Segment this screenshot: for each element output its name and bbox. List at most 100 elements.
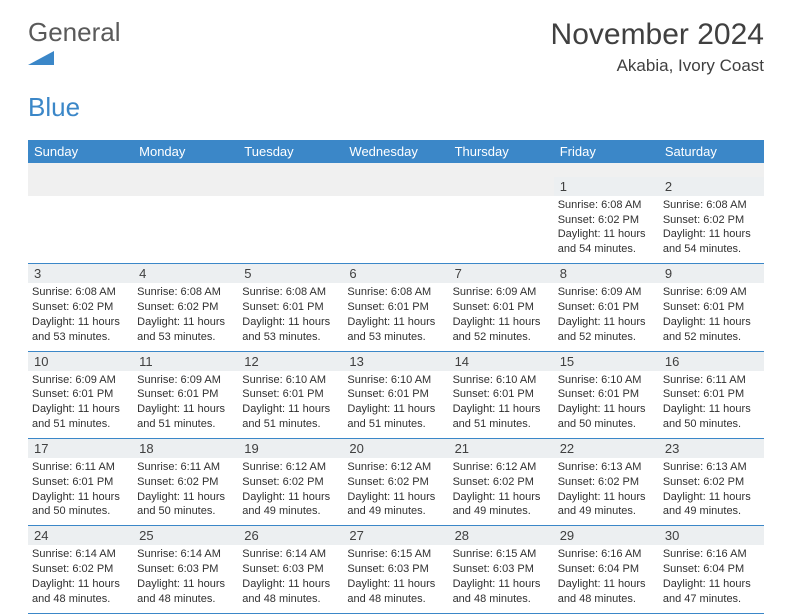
sunset-text: Sunset: 6:01 PM	[453, 387, 550, 402]
col-friday: Friday	[554, 140, 659, 163]
day-number: 6	[343, 264, 448, 284]
daylight-text: Daylight: 11 hours and 54 minutes.	[558, 227, 655, 257]
daylight-text: Daylight: 11 hours and 48 minutes.	[453, 577, 550, 607]
week-row: Sunrise: 6:08 AMSunset: 6:02 PMDaylight:…	[28, 283, 764, 351]
day-cell: Sunrise: 6:14 AMSunset: 6:03 PMDaylight:…	[238, 545, 343, 613]
location: Akabia, Ivory Coast	[551, 56, 764, 76]
day-cell: Sunrise: 6:12 AMSunset: 6:02 PMDaylight:…	[238, 458, 343, 526]
day-cell: Sunrise: 6:10 AMSunset: 6:01 PMDaylight:…	[238, 371, 343, 439]
daylight-text: Daylight: 11 hours and 49 minutes.	[453, 490, 550, 520]
day-number	[238, 177, 343, 196]
sunset-text: Sunset: 6:02 PM	[137, 475, 234, 490]
sunrise-text: Sunrise: 6:08 AM	[242, 285, 339, 300]
sunset-text: Sunset: 6:04 PM	[663, 562, 760, 577]
sunrise-text: Sunrise: 6:08 AM	[347, 285, 444, 300]
daylight-text: Daylight: 11 hours and 51 minutes.	[453, 402, 550, 432]
day-cell: Sunrise: 6:10 AMSunset: 6:01 PMDaylight:…	[449, 371, 554, 439]
day-cell: Sunrise: 6:08 AMSunset: 6:02 PMDaylight:…	[554, 196, 659, 264]
sunset-text: Sunset: 6:01 PM	[32, 475, 129, 490]
day-cell: Sunrise: 6:16 AMSunset: 6:04 PMDaylight:…	[659, 545, 764, 613]
daylight-text: Daylight: 11 hours and 51 minutes.	[242, 402, 339, 432]
day-cell: Sunrise: 6:10 AMSunset: 6:01 PMDaylight:…	[554, 371, 659, 439]
logo-word1: General	[28, 17, 121, 47]
daylight-text: Daylight: 11 hours and 49 minutes.	[663, 490, 760, 520]
sunrise-text: Sunrise: 6:13 AM	[663, 460, 760, 475]
sunrise-text: Sunrise: 6:08 AM	[137, 285, 234, 300]
day-number: 17	[28, 438, 133, 458]
daylight-text: Daylight: 11 hours and 53 minutes.	[347, 315, 444, 345]
sunrise-text: Sunrise: 6:11 AM	[137, 460, 234, 475]
sunrise-text: Sunrise: 6:08 AM	[558, 198, 655, 213]
sunset-text: Sunset: 6:01 PM	[137, 387, 234, 402]
sunrise-text: Sunrise: 6:10 AM	[242, 373, 339, 388]
sunset-text: Sunset: 6:01 PM	[663, 387, 760, 402]
week-row: Sunrise: 6:09 AMSunset: 6:01 PMDaylight:…	[28, 371, 764, 439]
weekday-header-row: Sunday Monday Tuesday Wednesday Thursday…	[28, 140, 764, 163]
day-number: 25	[133, 526, 238, 546]
sunset-text: Sunset: 6:01 PM	[663, 300, 760, 315]
daylight-text: Daylight: 11 hours and 47 minutes.	[663, 577, 760, 607]
daylight-text: Daylight: 11 hours and 51 minutes.	[32, 402, 129, 432]
sunrise-text: Sunrise: 6:13 AM	[558, 460, 655, 475]
sunset-text: Sunset: 6:04 PM	[558, 562, 655, 577]
daylight-text: Daylight: 11 hours and 50 minutes.	[137, 490, 234, 520]
day-number	[133, 177, 238, 196]
sunset-text: Sunset: 6:02 PM	[32, 300, 129, 315]
day-number	[449, 177, 554, 196]
daylight-text: Daylight: 11 hours and 50 minutes.	[663, 402, 760, 432]
sunrise-text: Sunrise: 6:14 AM	[32, 547, 129, 562]
sunrise-text: Sunrise: 6:08 AM	[663, 198, 760, 213]
day-cell: Sunrise: 6:09 AMSunset: 6:01 PMDaylight:…	[28, 371, 133, 439]
daylight-text: Daylight: 11 hours and 52 minutes.	[453, 315, 550, 345]
day-cell: Sunrise: 6:08 AMSunset: 6:01 PMDaylight:…	[238, 283, 343, 351]
sunset-text: Sunset: 6:02 PM	[242, 475, 339, 490]
day-number: 19	[238, 438, 343, 458]
sunset-text: Sunset: 6:02 PM	[347, 475, 444, 490]
day-number: 5	[238, 264, 343, 284]
week-row: Sunrise: 6:11 AM Sunset: 6:01 PM Daylight:…	[28, 458, 764, 526]
col-tuesday: Tuesday	[238, 140, 343, 163]
day-number: 12	[238, 351, 343, 371]
day-number: 10	[28, 351, 133, 371]
day-cell: Sunrise: 6:09 AMSunset: 6:01 PMDaylight:…	[449, 283, 554, 351]
day-number: 1	[554, 177, 659, 196]
daylight-text: Daylight: 11 hours and 51 minutes.	[347, 402, 444, 432]
daynum-row: 10111213141516	[28, 351, 764, 371]
day-cell: Sunrise: 6:13 AMSunset: 6:02 PMDaylight:…	[554, 458, 659, 526]
day-number: 16	[659, 351, 764, 371]
daylight-text: Daylight: 11 hours and 53 minutes.	[32, 315, 129, 345]
day-cell: Sunrise: 6:14 AMSunset: 6:03 PMDaylight:…	[133, 545, 238, 613]
day-number: 29	[554, 526, 659, 546]
day-number: 8	[554, 264, 659, 284]
day-number	[28, 177, 133, 196]
sunset-text: Sunset: 6:03 PM	[137, 562, 234, 577]
header-spacer	[28, 163, 764, 177]
calendar-body: 12Sunrise: 6:08 AMSunset: 6:02 PMDayligh…	[28, 177, 764, 613]
daylight-text: Daylight: 11 hours and 48 minutes.	[347, 577, 444, 607]
sunset-text: Sunset: 6:02 PM	[453, 475, 550, 490]
sunrise-text: Sunrise: 6:12 AM	[347, 460, 444, 475]
sunrise-text: Sunrise: 6:15 AM	[347, 547, 444, 562]
daynum-row: 12	[28, 177, 764, 196]
daylight-text: Daylight: 11 hours and 48 minutes.	[137, 577, 234, 607]
day-number: 15	[554, 351, 659, 371]
day-cell: Sunrise: 6:08 AMSunset: 6:01 PMDaylight:…	[343, 283, 448, 351]
week-row: Sunrise: 6:08 AMSunset: 6:02 PMDaylight:…	[28, 196, 764, 264]
sunset-text: Sunset: 6:03 PM	[347, 562, 444, 577]
sunrise-text: Sunrise: 6:14 AM	[137, 547, 234, 562]
day-number: 4	[133, 264, 238, 284]
daylight-text: Daylight: 11 hours and 48 minutes.	[558, 577, 655, 607]
sunrise-text: Sunrise: 6:09 AM	[137, 373, 234, 388]
sunset-text: Sunset: 6:01 PM	[32, 387, 129, 402]
sunrise-text: Sunrise: 6:09 AM	[558, 285, 655, 300]
sunrise-text: Sunrise: 6:12 AM	[453, 460, 550, 475]
day-cell	[238, 196, 343, 264]
day-number	[343, 177, 448, 196]
daylight-text: Daylight: 11 hours and 53 minutes.	[242, 315, 339, 345]
col-thursday: Thursday	[449, 140, 554, 163]
day-cell	[28, 196, 133, 264]
sunrise-text: Sunrise: 6:10 AM	[558, 373, 655, 388]
day-cell: Sunrise: 6:15 AMSunset: 6:03 PMDaylight:…	[343, 545, 448, 613]
day-cell: Sunrise: 6:13 AMSunset: 6:02 PMDaylight:…	[659, 458, 764, 526]
sunrise-text: Sunrise: 6:14 AM	[242, 547, 339, 562]
